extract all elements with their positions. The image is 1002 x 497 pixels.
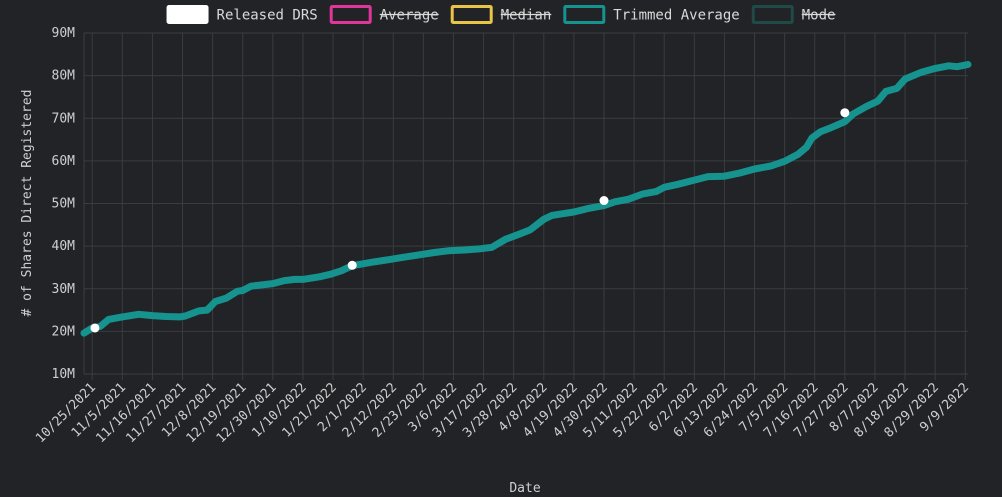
legend-label[interactable]: Mode xyxy=(802,8,836,24)
legend-swatch[interactable] xyxy=(329,5,372,24)
x-axis-title: Date xyxy=(509,481,540,496)
y-tick-label: 10M xyxy=(52,367,76,382)
legend-item-average[interactable]: Average xyxy=(329,5,439,24)
legend-item-mode[interactable]: Mode xyxy=(751,5,836,24)
released-drs-point xyxy=(90,323,100,333)
legend-label[interactable]: Trimmed Average xyxy=(613,8,739,24)
y-tick-label: 70M xyxy=(52,111,76,126)
y-tick-label: 60M xyxy=(52,154,76,169)
y-tick-label: 50M xyxy=(52,197,76,212)
trimmed-average-line xyxy=(80,61,972,337)
released-drs-point xyxy=(599,196,609,206)
legend-item-released-drs[interactable]: Released DRS xyxy=(166,5,318,24)
released-drs-point xyxy=(840,108,850,118)
legend-label[interactable]: Average xyxy=(380,8,439,24)
y-tick-label: 90M xyxy=(52,26,76,41)
legend-item-median[interactable]: Median xyxy=(450,5,552,24)
legend-item-trimmed-average[interactable]: Trimmed Average xyxy=(563,5,740,24)
legend-label[interactable]: Released DRS xyxy=(217,8,318,24)
x-axis: 10/25/202111/5/202111/16/202111/27/20211… xyxy=(33,380,972,446)
y-tick-label: 40M xyxy=(52,239,76,254)
y-tick-label: 80M xyxy=(52,69,76,84)
legend-swatch[interactable] xyxy=(751,5,794,24)
legend-swatch[interactable] xyxy=(166,5,209,24)
legend-label[interactable]: Median xyxy=(501,8,552,24)
legend: Released DRS Average Median Trimmed Average… xyxy=(166,5,836,24)
legend-swatch[interactable] xyxy=(563,5,606,24)
y-tick-label: 30M xyxy=(52,282,76,297)
y-axis: 10M 20M 30M 40M 50M 60M 70M 80M 90M xyxy=(52,26,76,382)
series-layer xyxy=(80,61,972,337)
y-axis-title: # of Shares Direct Registered xyxy=(20,90,35,317)
y-tick-label: 20M xyxy=(52,324,76,339)
released-drs-points xyxy=(90,108,850,333)
released-drs-point xyxy=(347,260,357,270)
grid-lines xyxy=(83,32,968,380)
legend-swatch[interactable] xyxy=(450,5,493,24)
